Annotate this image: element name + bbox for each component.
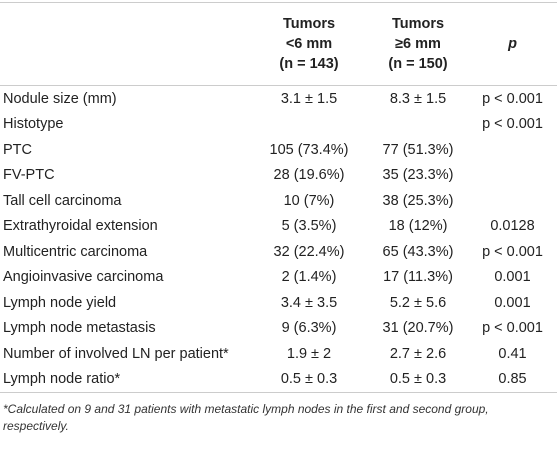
table-row: Extrathyroidal extension 5 (3.5%) 18 (12%)… <box>0 214 557 240</box>
table-cell <box>468 188 557 214</box>
table-cell <box>468 163 557 189</box>
table-row: Tall cell carcinoma 10 (7%) 38 (25.3%) <box>0 188 557 214</box>
row-label: FV-PTC <box>3 167 55 184</box>
table-cell: 28 (19.6%) <box>273 167 345 184</box>
table-cell: 65 (43.3%) <box>382 243 454 260</box>
table-row: Nodule size (mm) 3.1 ± 1.5 8.3 ± 1.5 p < 0.… <box>0 86 557 112</box>
header-line: Tumors <box>391 16 445 32</box>
table-header: Tumors <6 mm (n = 143) Tumors ≥6 mm (n = 150)… <box>0 2 557 86</box>
table-row: Lymph node metastasis 9 (6.3%) 31 (20.7%) p… <box>0 316 557 342</box>
header-cell <box>0 3 250 86</box>
table-cell: p < 0.001 <box>482 116 543 133</box>
table-row: Histotype p < 0.001 <box>0 112 557 138</box>
header-line: ≥6 mm <box>395 36 441 52</box>
header-cell: Tumors <6 mm (n = 143) <box>250 3 368 86</box>
header-row: Tumors <6 mm (n = 143) Tumors ≥6 mm (n = 150)… <box>0 2 557 86</box>
data-table: Tumors <6 mm (n = 143) Tumors ≥6 mm (n = 150)… <box>0 2 557 393</box>
header-line: (n = 150) <box>388 56 448 72</box>
row-label: Extrathyroidal extension <box>3 218 158 235</box>
header-line: (n = 143) <box>279 56 339 72</box>
table-row: Lymph node ratio* 0.5 ± 0.3 0.5 ± 0.3 0.85 <box>0 367 557 393</box>
table-cell: 0.5 ± 0.3 <box>280 371 338 388</box>
table-cell: 32 (22.4%) <box>273 243 345 260</box>
row-label: Histotype <box>3 116 64 133</box>
row-label: PTC <box>3 141 32 158</box>
header-cell: p <box>468 3 557 86</box>
table-cell: 35 (23.3%) <box>382 167 454 184</box>
table-cell: 9 (6.3%) <box>281 320 337 337</box>
table-cell: 18 (12%) <box>388 218 448 235</box>
table-row: Angioinvasive carcinoma 2 (1.4%) 17 (11.3%… <box>0 265 557 291</box>
table-row: Multicentric carcinoma 32 (22.4%) 65 (43.3… <box>0 239 557 265</box>
table-cell: 2 (1.4%) <box>281 269 337 286</box>
header-line: Tumors <box>282 16 336 32</box>
row-label: Number of involved LN per patient* <box>3 345 229 362</box>
header-line: p <box>508 36 517 52</box>
table-cell: 105 (73.4%) <box>269 141 349 158</box>
table-cell: 2.7 ± 2.6 <box>389 345 447 362</box>
table-row: PTC 105 (73.4%) 77 (51.3%) <box>0 137 557 163</box>
table-cell: 10 (7%) <box>283 192 335 209</box>
table-cell: 8.3 ± 1.5 <box>389 90 447 107</box>
table-cell <box>468 137 557 163</box>
row-label: Lymph node ratio* <box>3 371 121 388</box>
row-label: Multicentric carcinoma <box>3 243 148 260</box>
row-label: Lymph node yield <box>3 294 117 311</box>
table-row: Number of involved LN per patient* 1.9 ± … <box>0 341 557 367</box>
table-row: FV-PTC 28 (19.6%) 35 (23.3%) <box>0 163 557 189</box>
table-cell: 5 (3.5%) <box>281 218 337 235</box>
table-cell: 38 (25.3%) <box>382 192 454 209</box>
row-label: Nodule size (mm) <box>3 90 117 107</box>
table-cell: 3.4 ± 3.5 <box>280 294 338 311</box>
table-cell: 77 (51.3%) <box>382 141 454 158</box>
table-cell: 31 (20.7%) <box>382 320 454 337</box>
header-line: <6 mm <box>285 36 333 52</box>
table-cell: 0.85 <box>498 371 527 388</box>
table-cell: 5.2 ± 5.6 <box>389 294 447 311</box>
table-cell: 1.9 ± 2 <box>286 345 332 362</box>
table-cell: 17 (11.3%) <box>383 269 453 286</box>
footnote: *Calculated on 9 and 31 patients with me… <box>3 402 489 433</box>
table-cell: 3.1 ± 1.5 <box>280 90 338 107</box>
table-row: Lymph node yield 3.4 ± 3.5 5.2 ± 5.6 0.001 <box>0 290 557 316</box>
table-cell: p < 0.001 <box>482 90 543 107</box>
header-cell: Tumors ≥6 mm (n = 150) <box>368 3 468 86</box>
table-cell <box>250 112 368 138</box>
table-cell: 0.5 ± 0.3 <box>389 371 447 388</box>
table-body: Nodule size (mm) 3.1 ± 1.5 8.3 ± 1.5 p < 0.… <box>0 86 557 393</box>
row-label: Tall cell carcinoma <box>3 192 122 209</box>
table-cell: 0.001 <box>494 269 531 286</box>
table-cell: p < 0.001 <box>482 320 543 337</box>
row-label: Angioinvasive carcinoma <box>3 269 164 286</box>
row-label: Lymph node metastasis <box>3 320 156 337</box>
table-cell: p < 0.001 <box>482 243 543 260</box>
table-cell: 0.001 <box>494 294 531 311</box>
table-cell: 0.0128 <box>490 218 535 235</box>
table-cell: 0.41 <box>498 345 527 362</box>
table-cell <box>368 112 468 138</box>
